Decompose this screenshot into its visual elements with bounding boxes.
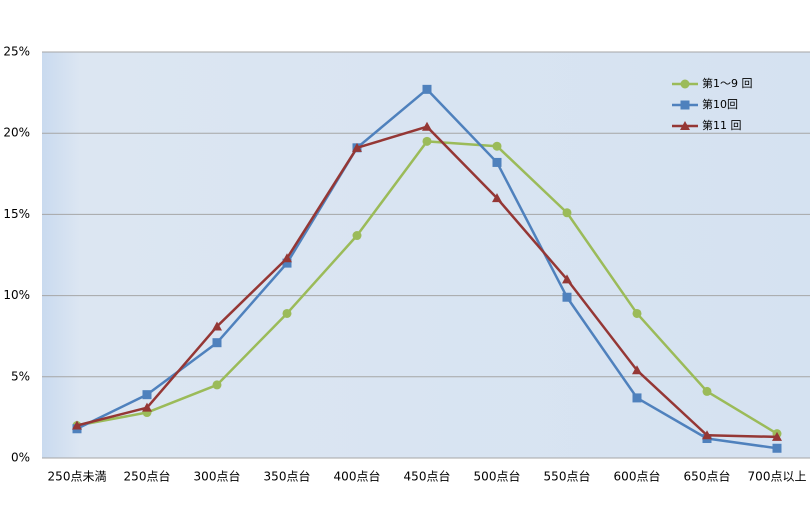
point <box>680 121 690 130</box>
point <box>632 308 642 318</box>
point <box>422 136 432 146</box>
y-tick-label: 20% <box>3 126 30 140</box>
x-tick-label: 300点台 <box>194 469 241 484</box>
point <box>212 338 222 348</box>
y-tick-label: 0% <box>11 451 30 465</box>
point <box>562 274 572 284</box>
point <box>632 365 642 375</box>
x-tick-label: 600点台 <box>614 469 661 484</box>
y-tick-label: 25% <box>3 45 30 59</box>
y-tick-label: 5% <box>11 369 30 383</box>
x-tick-label: 350点台 <box>264 469 311 484</box>
x-tick-label: 550点台 <box>544 469 591 484</box>
point <box>352 231 362 241</box>
point <box>772 443 782 453</box>
legend-label: 第1〜9 回 <box>702 76 753 90</box>
point <box>212 321 222 331</box>
x-tick-label: 500点台 <box>474 469 521 484</box>
x-tick-label: 250点未満 <box>48 470 107 484</box>
point <box>492 141 502 151</box>
legend-label: 第10回 <box>702 97 738 111</box>
point <box>422 121 432 131</box>
point <box>702 386 712 396</box>
point <box>282 253 292 263</box>
point <box>492 193 502 203</box>
point <box>282 258 292 268</box>
point <box>352 142 362 152</box>
point <box>680 79 690 89</box>
point <box>772 431 782 441</box>
point <box>562 208 572 218</box>
point <box>282 308 292 318</box>
x-tick-label: 400点台 <box>334 469 381 484</box>
point <box>680 100 690 110</box>
point <box>422 84 432 94</box>
point <box>492 157 502 167</box>
x-tick-label: 450点台 <box>404 469 451 484</box>
point <box>142 390 152 400</box>
plot-area <box>42 52 810 458</box>
point <box>702 430 712 440</box>
point <box>632 393 642 403</box>
x-tick-label: 250点台 <box>124 469 171 484</box>
x-tick-label: 700点以上 <box>748 470 807 484</box>
point <box>212 380 222 390</box>
y-tick-label: 10% <box>3 288 30 302</box>
point <box>142 402 152 412</box>
y-tick-label: 15% <box>3 207 30 221</box>
point <box>562 292 572 302</box>
x-tick-label: 650点台 <box>684 469 731 484</box>
point <box>72 420 82 430</box>
legend-label: 第11 回 <box>702 118 742 132</box>
